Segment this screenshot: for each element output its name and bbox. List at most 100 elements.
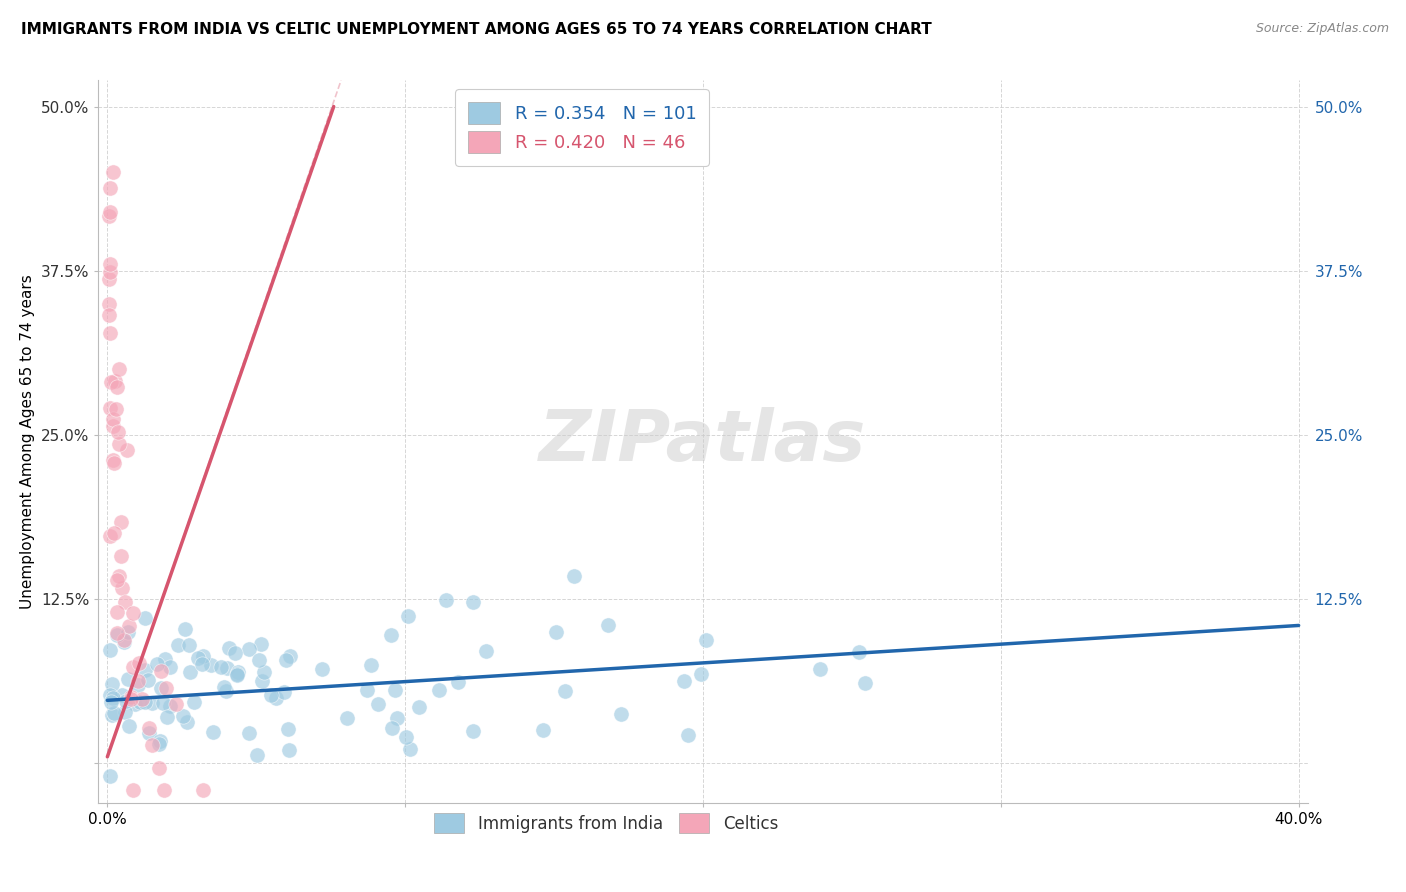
Point xyxy=(98,643,121,657)
Point xyxy=(202,724,225,739)
Point xyxy=(356,682,378,697)
Point xyxy=(97,272,120,286)
Point xyxy=(100,181,122,195)
Point xyxy=(273,685,295,699)
Point xyxy=(278,743,301,757)
Point xyxy=(225,668,247,682)
Point xyxy=(167,638,190,652)
Point xyxy=(380,721,402,735)
Point xyxy=(122,659,145,673)
Point xyxy=(141,696,163,710)
Point xyxy=(117,442,139,457)
Point xyxy=(690,666,713,681)
Point xyxy=(387,711,409,725)
Point xyxy=(105,605,128,619)
Y-axis label: Unemployment Among Ages 65 to 74 years: Unemployment Among Ages 65 to 74 years xyxy=(20,274,35,609)
Point xyxy=(103,526,125,541)
Point xyxy=(128,695,150,709)
Point xyxy=(183,695,205,709)
Point xyxy=(224,646,246,660)
Point xyxy=(252,673,274,688)
Point xyxy=(225,666,247,681)
Point xyxy=(399,742,422,756)
Point xyxy=(110,549,132,564)
Point xyxy=(118,619,141,633)
Point xyxy=(114,705,136,719)
Point xyxy=(120,690,142,704)
Point xyxy=(131,692,153,706)
Point xyxy=(554,683,576,698)
Point xyxy=(596,618,619,632)
Point xyxy=(152,696,174,710)
Point xyxy=(107,425,129,440)
Point xyxy=(159,698,181,713)
Point xyxy=(274,653,297,667)
Point xyxy=(179,665,201,680)
Point xyxy=(676,728,699,742)
Point xyxy=(105,626,128,640)
Point xyxy=(311,662,333,676)
Point xyxy=(100,707,122,722)
Point xyxy=(108,569,131,583)
Point xyxy=(159,659,181,673)
Point xyxy=(336,711,359,725)
Point xyxy=(103,412,125,426)
Point xyxy=(562,569,585,583)
Point xyxy=(396,609,419,624)
Point xyxy=(150,664,173,678)
Point xyxy=(226,665,249,679)
Point xyxy=(209,660,232,674)
Point xyxy=(100,695,122,709)
Point xyxy=(114,595,136,609)
Point xyxy=(103,419,125,434)
Point xyxy=(155,681,177,695)
Point xyxy=(103,165,125,179)
Point xyxy=(165,697,187,711)
Point xyxy=(191,648,214,663)
Point xyxy=(808,662,831,676)
Point xyxy=(98,257,121,271)
Point xyxy=(855,676,877,690)
Point xyxy=(266,690,288,705)
Point xyxy=(148,761,170,775)
Point xyxy=(117,673,139,687)
Point xyxy=(447,675,470,690)
Point xyxy=(395,730,418,744)
Text: ZIPatlas: ZIPatlas xyxy=(540,407,866,476)
Point xyxy=(212,680,235,694)
Point xyxy=(134,610,156,624)
Legend: Immigrants from India, Celtics: Immigrants from India, Celtics xyxy=(423,801,790,845)
Point xyxy=(695,632,717,647)
Text: Source: ZipAtlas.com: Source: ZipAtlas.com xyxy=(1256,22,1389,36)
Point xyxy=(103,706,125,720)
Point xyxy=(127,678,149,692)
Point xyxy=(117,719,139,733)
Point xyxy=(112,633,135,648)
Point xyxy=(544,624,567,639)
Point xyxy=(122,782,145,797)
Point xyxy=(384,682,406,697)
Point xyxy=(100,677,122,691)
Point xyxy=(134,695,156,709)
Point xyxy=(245,747,267,762)
Point xyxy=(360,657,382,672)
Point xyxy=(238,725,260,739)
Point xyxy=(104,374,127,388)
Point xyxy=(97,297,120,311)
Point xyxy=(105,379,128,393)
Point xyxy=(148,737,170,751)
Point xyxy=(112,635,135,649)
Point xyxy=(105,401,128,416)
Point xyxy=(149,681,172,696)
Point xyxy=(127,673,149,688)
Point xyxy=(461,595,484,609)
Point xyxy=(408,699,430,714)
Point xyxy=(138,726,160,740)
Point xyxy=(156,710,179,724)
Point xyxy=(200,658,222,673)
Point xyxy=(108,362,131,376)
Point xyxy=(117,624,139,639)
Point xyxy=(172,708,194,723)
Point xyxy=(278,649,301,664)
Point xyxy=(134,663,156,677)
